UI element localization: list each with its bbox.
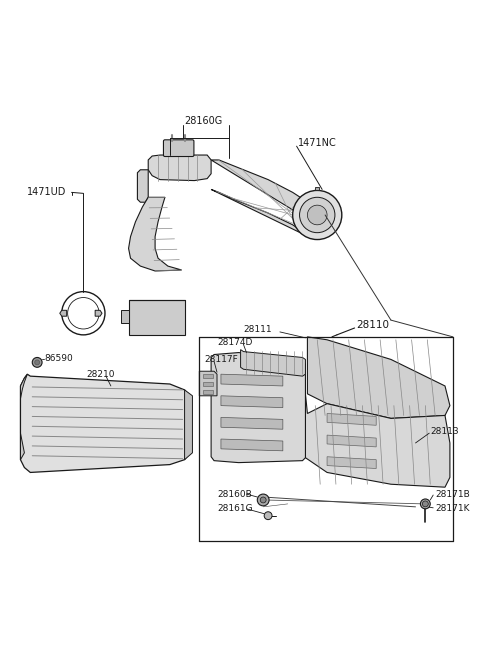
Text: 28161G: 28161G (217, 504, 252, 514)
Text: 28160G: 28160G (185, 116, 223, 126)
Text: 1471UD: 1471UD (27, 187, 67, 197)
Circle shape (293, 191, 342, 240)
Text: 28171B: 28171B (435, 489, 470, 498)
Text: 28113: 28113 (430, 426, 459, 436)
Polygon shape (148, 155, 211, 181)
Text: 28160B: 28160B (217, 489, 252, 498)
Text: 86590: 86590 (44, 354, 73, 363)
Polygon shape (129, 197, 181, 271)
Polygon shape (211, 352, 305, 462)
Polygon shape (137, 170, 148, 202)
Text: 28174D: 28174D (217, 338, 252, 347)
Polygon shape (120, 310, 129, 323)
FancyBboxPatch shape (164, 140, 194, 157)
Circle shape (260, 497, 266, 503)
Polygon shape (303, 394, 450, 487)
Polygon shape (240, 350, 305, 376)
Text: 28171K: 28171K (435, 504, 469, 514)
Polygon shape (221, 374, 283, 386)
Text: 28210: 28210 (86, 369, 115, 379)
Polygon shape (199, 371, 217, 396)
Polygon shape (21, 374, 190, 472)
Polygon shape (315, 187, 319, 191)
Circle shape (422, 501, 428, 507)
Circle shape (420, 499, 430, 509)
Polygon shape (327, 435, 376, 447)
Text: 28117F: 28117F (204, 355, 238, 364)
Polygon shape (221, 396, 283, 407)
Polygon shape (221, 439, 283, 451)
Polygon shape (327, 457, 376, 468)
Polygon shape (203, 374, 213, 378)
Polygon shape (185, 390, 192, 460)
Circle shape (32, 358, 42, 367)
Text: 28111: 28111 (243, 326, 272, 335)
Polygon shape (327, 413, 376, 425)
Polygon shape (95, 310, 102, 316)
Polygon shape (307, 337, 450, 419)
Text: 28110: 28110 (357, 320, 390, 330)
Polygon shape (211, 160, 325, 238)
Circle shape (264, 512, 272, 519)
Polygon shape (203, 382, 213, 386)
Polygon shape (129, 301, 185, 335)
Polygon shape (21, 374, 27, 460)
Circle shape (300, 197, 335, 233)
Circle shape (35, 360, 40, 365)
Text: 1471NC: 1471NC (298, 138, 336, 148)
Circle shape (307, 205, 327, 225)
Polygon shape (221, 417, 283, 429)
Polygon shape (203, 390, 213, 394)
Polygon shape (60, 310, 67, 316)
Circle shape (257, 494, 269, 506)
